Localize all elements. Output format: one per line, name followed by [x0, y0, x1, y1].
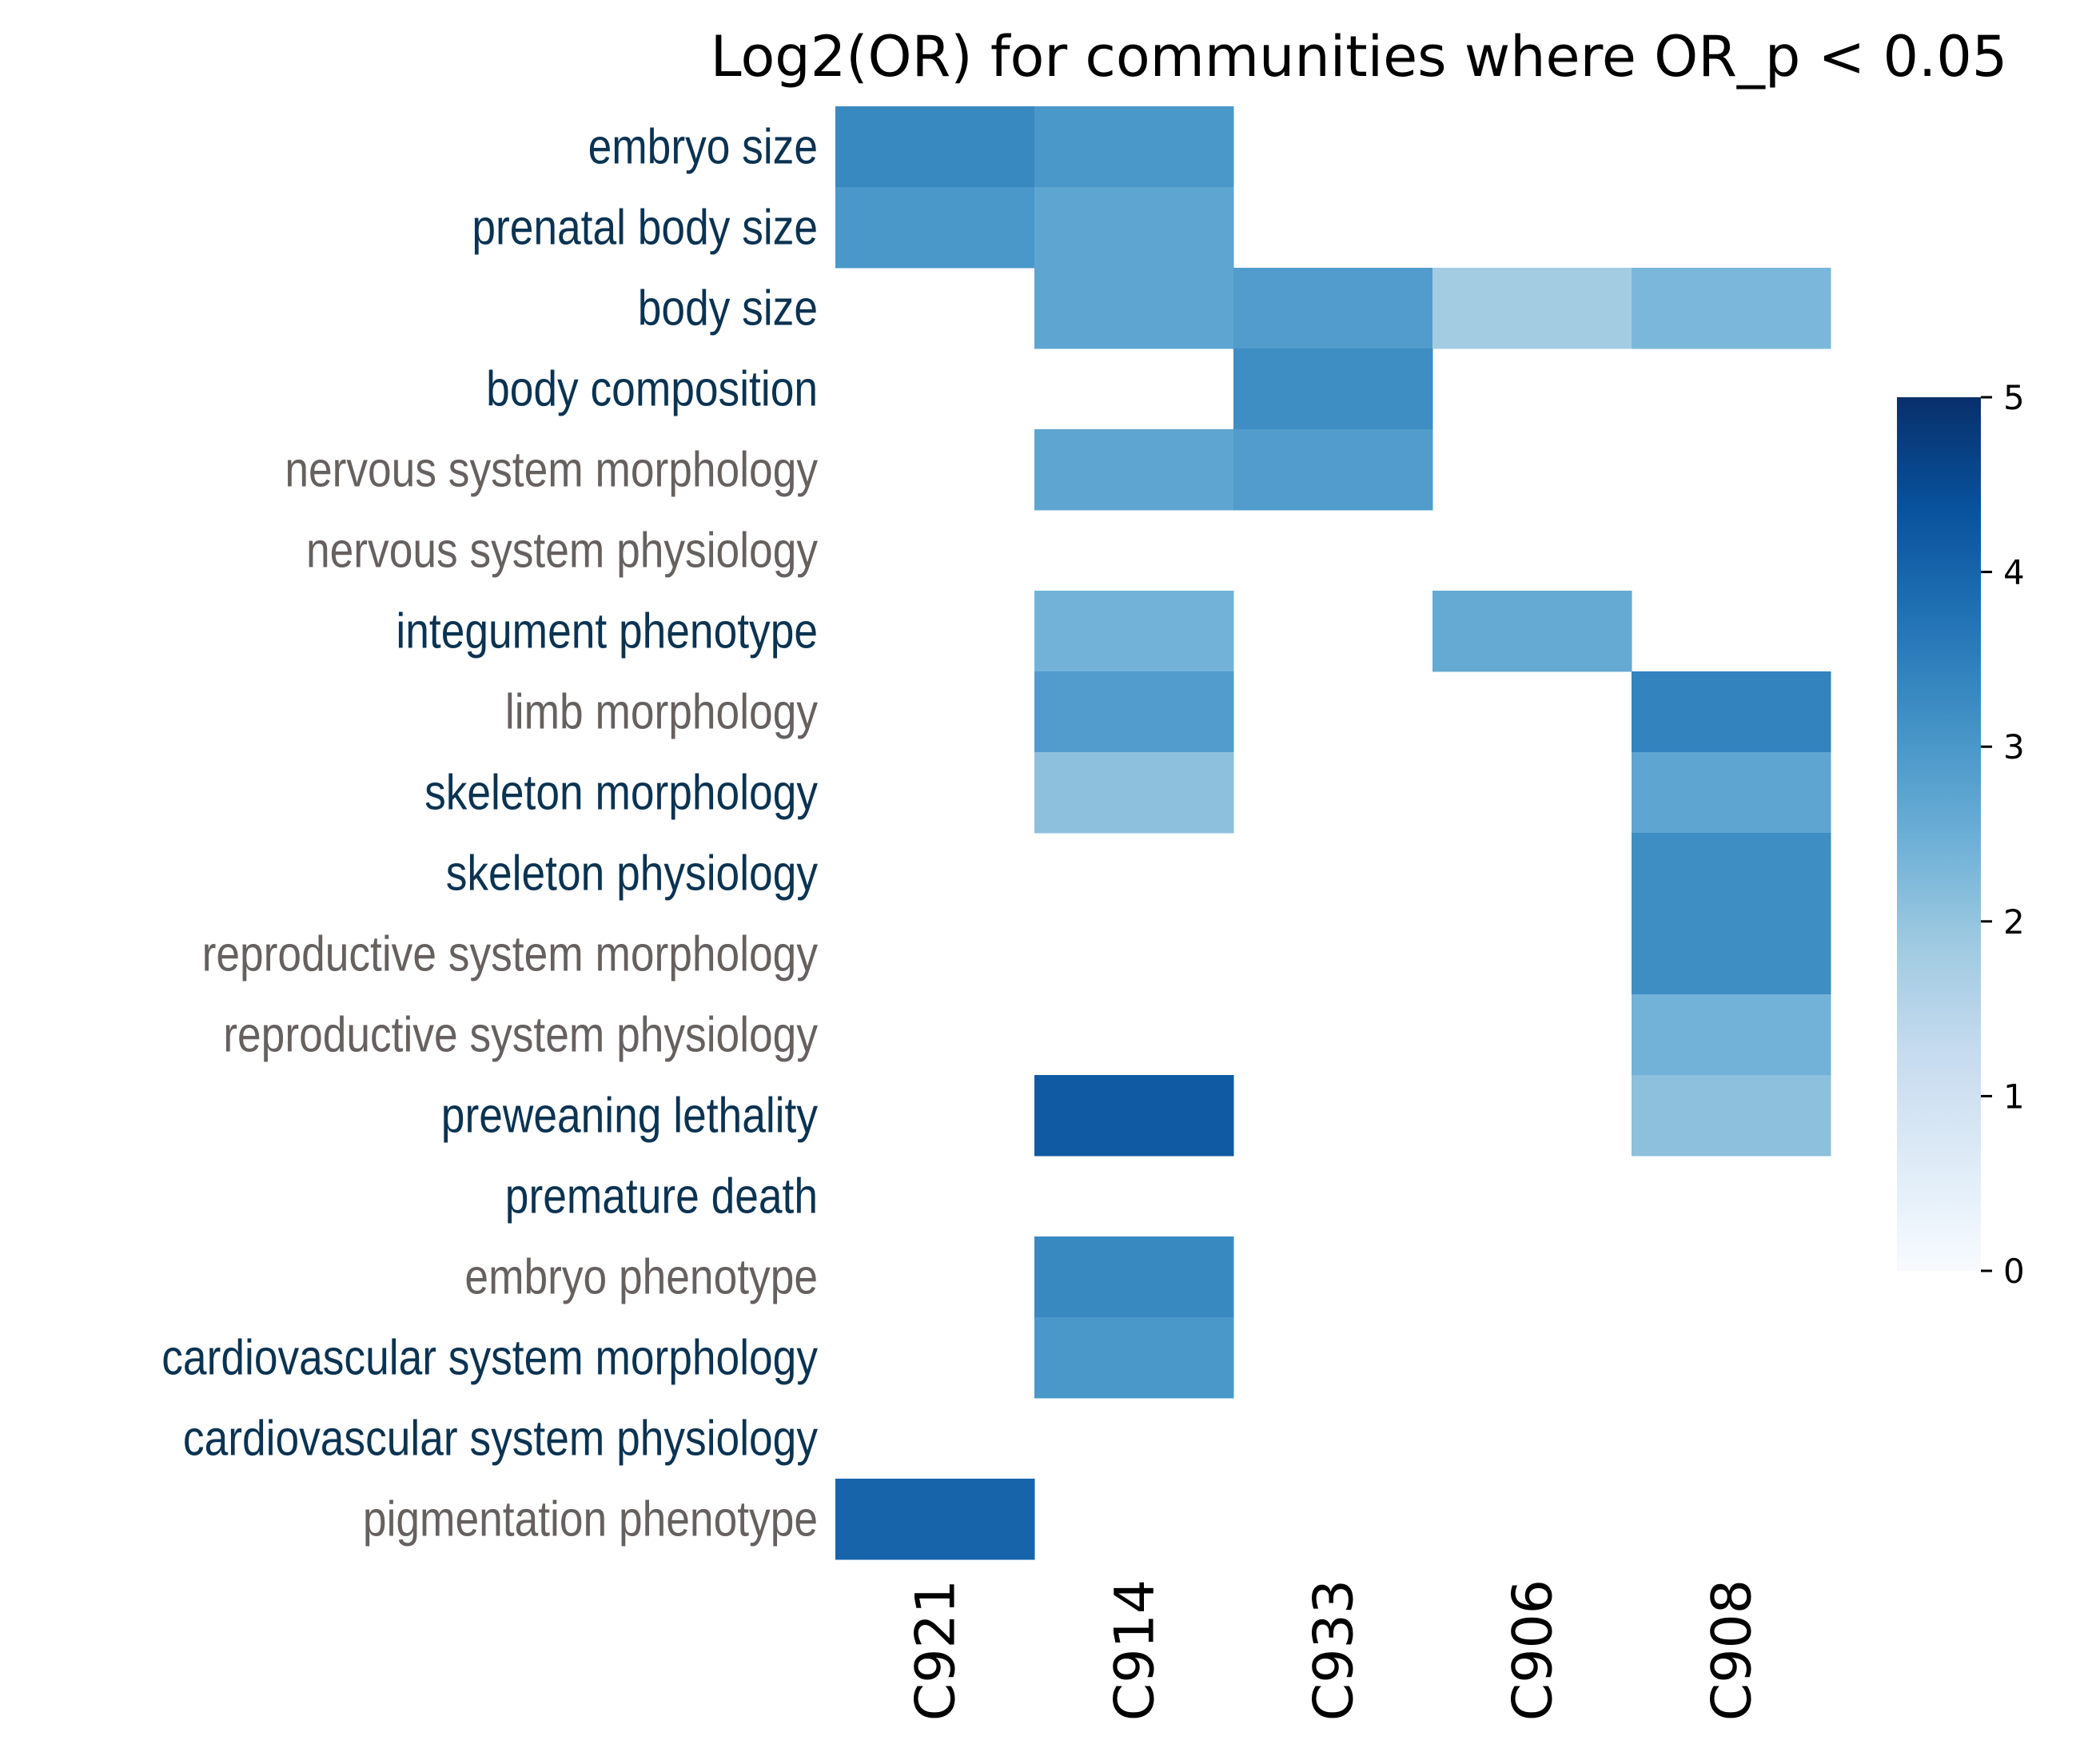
- row-label: cardiovascular system morphology: [161, 1331, 818, 1386]
- heatmap-cell: [1233, 268, 1433, 349]
- row-label: reproductive system morphology: [202, 927, 818, 982]
- column-label: C933: [1303, 1579, 1366, 1721]
- heatmap-cell: [835, 1479, 1035, 1560]
- row-label: limb morphology: [505, 685, 818, 740]
- heatmap-cell: [1233, 348, 1433, 430]
- heatmap-cell: [1632, 671, 1831, 753]
- row-label: reproductive system physiology: [223, 1008, 818, 1063]
- colorbar-tick-label: 0: [2003, 1252, 2025, 1291]
- colorbar-tick-label: 1: [2003, 1077, 2025, 1116]
- heatmap-cell: [1034, 1075, 1234, 1157]
- heatmap-cell: [1632, 268, 1831, 349]
- heatmap-cell: [1034, 1236, 1234, 1318]
- chart-title: Log2(OR) for communities where OR_p < 0.…: [711, 24, 2008, 90]
- colorbar: 0 1 2 3 4 5: [1897, 378, 2025, 1291]
- row-label: preweaning lethality: [441, 1089, 818, 1144]
- heatmap-cell: [1034, 429, 1234, 511]
- heatmap-cell: [1233, 429, 1433, 511]
- row-label: pigmentation phenotype: [363, 1492, 818, 1547]
- heatmap-cells: [835, 106, 1831, 1560]
- row-label: cardiovascular system physiology: [183, 1412, 818, 1467]
- heatmap-cell: [1034, 187, 1234, 269]
- heatmap-cell: [1034, 591, 1234, 672]
- row-label: skeleton morphology: [424, 766, 818, 821]
- row-label: embryo size: [588, 120, 818, 175]
- column-labels: C921 C914 C933 C906 C908: [905, 1579, 1764, 1721]
- colorbar-tick-label: 5: [2003, 378, 2025, 417]
- row-label: nervous system physiology: [306, 524, 818, 579]
- row-label: integument phenotype: [396, 604, 818, 659]
- column-label: C906: [1502, 1579, 1565, 1721]
- heatmap-cell: [835, 187, 1035, 269]
- heatmap-cell: [1632, 833, 1831, 914]
- colorbar-tick-label: 3: [2003, 727, 2025, 767]
- colorbar-tick-label: 4: [2003, 553, 2025, 592]
- row-label: embryo phenotype: [464, 1250, 818, 1305]
- row-label: nervous system morphology: [285, 443, 818, 498]
- colorbar-gradient: [1897, 397, 1981, 1271]
- heatmap-cell: [1034, 106, 1234, 188]
- heatmap-cell: [1034, 752, 1234, 834]
- heatmap-cell: [1034, 671, 1234, 753]
- heatmap-cell: [1432, 591, 1632, 672]
- column-label: C908: [1701, 1579, 1764, 1721]
- column-label: C914: [1104, 1579, 1167, 1721]
- row-label: prenatal body size: [472, 201, 818, 256]
- column-label: C921: [905, 1579, 968, 1721]
- row-label: skeleton physiology: [446, 846, 818, 902]
- heatmap-cell: [1632, 752, 1831, 834]
- heatmap-cell: [1432, 268, 1632, 349]
- heatmap-cell: [1632, 1075, 1831, 1157]
- heatmap-cell: [1632, 994, 1831, 1076]
- colorbar-tick-label: 2: [2003, 902, 2025, 942]
- heatmap-cell: [1034, 1317, 1234, 1399]
- row-labels: embryo size prenatal body size body size bo…: [161, 120, 818, 1547]
- row-label: premature death: [505, 1169, 818, 1224]
- heatmap-cell: [835, 106, 1035, 188]
- heatmap-cell: [1632, 914, 1831, 995]
- row-label: body composition: [486, 362, 818, 417]
- row-label: body size: [638, 281, 818, 336]
- heatmap-cell: [1034, 268, 1234, 349]
